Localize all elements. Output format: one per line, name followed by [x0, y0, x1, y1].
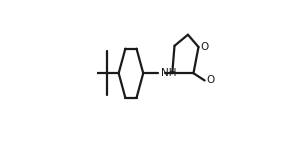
Text: NH: NH [161, 68, 177, 78]
Text: O: O [201, 42, 209, 52]
Text: O: O [206, 76, 215, 86]
